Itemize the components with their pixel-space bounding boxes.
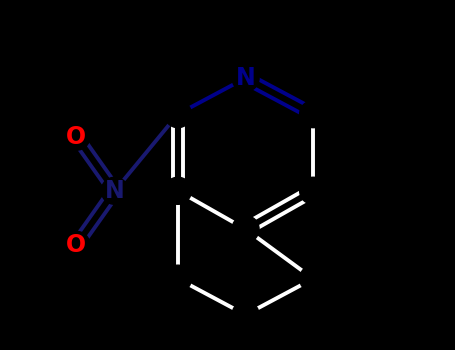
Circle shape bbox=[164, 265, 192, 292]
Circle shape bbox=[63, 231, 90, 258]
Circle shape bbox=[300, 100, 327, 128]
Circle shape bbox=[232, 64, 259, 92]
Circle shape bbox=[300, 177, 327, 204]
Text: O: O bbox=[66, 233, 86, 257]
Text: N: N bbox=[105, 179, 125, 203]
Circle shape bbox=[101, 177, 128, 204]
Text: O: O bbox=[66, 125, 86, 149]
Circle shape bbox=[164, 177, 192, 204]
Circle shape bbox=[232, 301, 259, 328]
Circle shape bbox=[232, 216, 259, 243]
Circle shape bbox=[164, 100, 192, 128]
Circle shape bbox=[63, 123, 90, 150]
Text: N: N bbox=[236, 66, 255, 90]
Circle shape bbox=[300, 265, 327, 292]
